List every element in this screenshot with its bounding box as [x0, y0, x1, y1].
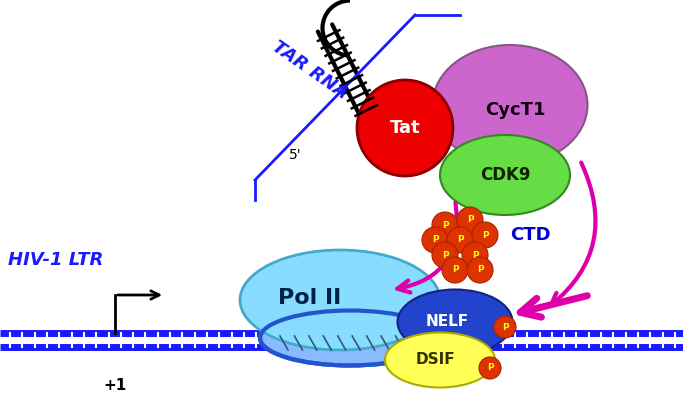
Text: P: P [477, 265, 484, 275]
Text: TAR RNA: TAR RNA [269, 38, 351, 103]
Text: Tat: Tat [390, 119, 420, 137]
Circle shape [494, 316, 516, 338]
Text: P: P [442, 250, 448, 260]
FancyArrowPatch shape [550, 162, 596, 305]
FancyArrowPatch shape [398, 203, 457, 293]
Ellipse shape [440, 135, 570, 215]
Text: P: P [457, 235, 463, 245]
Text: P: P [502, 322, 508, 331]
Text: P: P [466, 216, 473, 224]
Text: CDK9: CDK9 [479, 166, 530, 184]
Circle shape [422, 227, 448, 253]
Circle shape [447, 227, 473, 253]
Circle shape [442, 257, 468, 283]
Text: P: P [482, 231, 488, 239]
Text: HIV-1 LTR: HIV-1 LTR [8, 251, 103, 269]
Text: DSIF: DSIF [415, 352, 455, 367]
Circle shape [479, 357, 501, 379]
Circle shape [357, 80, 453, 176]
Text: 5': 5' [289, 148, 301, 162]
Text: +1: +1 [103, 378, 126, 393]
Ellipse shape [240, 250, 440, 350]
Ellipse shape [398, 290, 512, 354]
Text: Pol II: Pol II [279, 288, 342, 308]
Ellipse shape [260, 310, 440, 365]
Circle shape [462, 242, 488, 268]
Text: P: P [442, 220, 448, 229]
Text: P: P [432, 235, 438, 245]
Circle shape [432, 242, 458, 268]
Text: P: P [487, 363, 493, 372]
Circle shape [457, 207, 483, 233]
Circle shape [472, 222, 498, 248]
Text: P: P [451, 265, 458, 275]
Ellipse shape [385, 333, 495, 387]
Circle shape [432, 212, 458, 238]
Text: CTD: CTD [510, 226, 550, 244]
Text: CycT1: CycT1 [485, 101, 545, 119]
Text: P: P [472, 250, 478, 260]
Circle shape [467, 257, 493, 283]
Ellipse shape [432, 45, 587, 165]
Text: NELF: NELF [426, 314, 469, 329]
